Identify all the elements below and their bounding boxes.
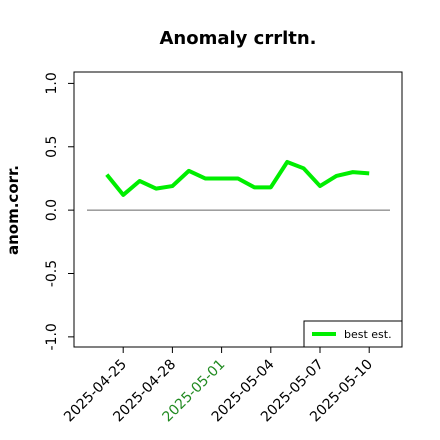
y-tick-label: 0.5 <box>44 136 60 158</box>
y-tick-label: 0.0 <box>44 199 60 221</box>
series-line <box>105 159 370 197</box>
chart-title: Anomaly crrltn. <box>159 28 316 49</box>
legend-label: best est. <box>344 328 392 341</box>
y-axis-label: anom.corr. <box>4 165 22 255</box>
y-tick-label: -1.0 <box>44 323 60 350</box>
plot-frame <box>73 71 403 348</box>
y-tick-label: -0.5 <box>44 260 60 287</box>
y-tick-label: 1.0 <box>44 72 60 94</box>
